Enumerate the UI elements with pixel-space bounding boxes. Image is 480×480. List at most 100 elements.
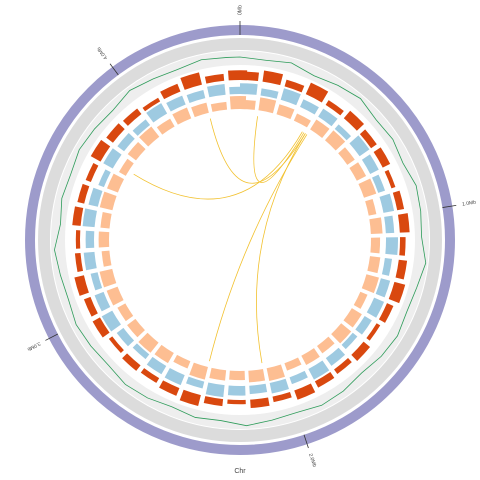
track-bar bbox=[74, 252, 84, 272]
track-bar bbox=[108, 336, 124, 353]
link bbox=[253, 116, 305, 183]
track-bar bbox=[205, 382, 225, 398]
track-bar bbox=[341, 332, 358, 350]
track-bar bbox=[173, 354, 191, 369]
track-bar bbox=[166, 95, 186, 112]
track-bar bbox=[316, 336, 335, 354]
track-bar bbox=[88, 187, 103, 207]
track-bar bbox=[132, 343, 150, 360]
track-bar bbox=[118, 158, 134, 176]
track-bar bbox=[343, 110, 365, 131]
track-bar bbox=[365, 198, 377, 216]
track-bar bbox=[388, 281, 406, 304]
track-bar bbox=[250, 397, 270, 409]
track-bar bbox=[272, 391, 292, 403]
track-bar bbox=[361, 154, 379, 174]
track-bar bbox=[90, 139, 111, 162]
track-bar bbox=[248, 368, 266, 383]
track-bar bbox=[99, 268, 117, 288]
track-bar bbox=[159, 380, 180, 396]
track-bar bbox=[101, 310, 121, 332]
track-bar bbox=[189, 362, 208, 380]
track-bar bbox=[314, 372, 335, 388]
track-bar bbox=[116, 327, 135, 347]
track-bar bbox=[262, 70, 284, 86]
track-bar bbox=[85, 163, 99, 183]
track-bar bbox=[280, 88, 301, 106]
track-bar bbox=[94, 291, 111, 312]
link bbox=[256, 133, 306, 364]
track-bar bbox=[392, 190, 405, 211]
track-bar bbox=[276, 104, 295, 120]
track-bar bbox=[367, 256, 381, 274]
track-bar bbox=[138, 332, 159, 353]
track-bar bbox=[164, 368, 185, 386]
track-bar bbox=[140, 368, 160, 383]
gray-band bbox=[38, 38, 442, 442]
track-bar bbox=[375, 278, 391, 298]
track-bar bbox=[106, 173, 125, 193]
track-bar bbox=[325, 347, 346, 366]
light-band bbox=[51, 51, 429, 429]
track-bar bbox=[353, 291, 368, 309]
track-bar bbox=[293, 113, 311, 128]
x-tick bbox=[109, 63, 119, 76]
track-bar bbox=[229, 86, 247, 95]
track-bar bbox=[204, 73, 225, 84]
x-tick-label: 3.0Mb bbox=[26, 340, 41, 352]
track-bar bbox=[366, 297, 385, 318]
track-bar bbox=[334, 358, 352, 374]
track-bar bbox=[397, 213, 410, 233]
track-bar bbox=[75, 230, 81, 249]
track-bar bbox=[266, 364, 285, 381]
track-bar bbox=[139, 126, 160, 147]
track-bar bbox=[82, 208, 97, 228]
track-bar bbox=[77, 183, 90, 204]
x-tick-label: 0Mb bbox=[237, 5, 243, 15]
track-bar bbox=[370, 237, 381, 254]
track-bar bbox=[180, 72, 202, 90]
track-bar bbox=[132, 119, 151, 136]
track-bar bbox=[203, 396, 224, 407]
track-bar bbox=[310, 119, 330, 138]
track-bar bbox=[331, 323, 352, 344]
link bbox=[133, 131, 303, 200]
track-bar bbox=[101, 250, 112, 267]
link bbox=[209, 134, 308, 362]
track-bar bbox=[343, 308, 362, 328]
track-bar bbox=[294, 383, 316, 400]
track-bar bbox=[378, 303, 394, 323]
track-bar bbox=[98, 231, 110, 248]
track-bar bbox=[156, 118, 175, 135]
track-bar bbox=[361, 274, 379, 294]
track-bar bbox=[227, 385, 246, 396]
track-bar bbox=[349, 135, 370, 157]
track-bar bbox=[117, 132, 135, 152]
link bbox=[209, 118, 306, 184]
track-bar bbox=[338, 147, 355, 165]
track-bar bbox=[349, 162, 367, 181]
track-bar bbox=[209, 367, 227, 381]
track-bar bbox=[249, 383, 268, 395]
track-bar bbox=[74, 275, 89, 296]
track-bar bbox=[355, 315, 372, 335]
track-bar bbox=[172, 107, 192, 125]
track-bar bbox=[366, 323, 381, 341]
track-bar bbox=[122, 353, 141, 371]
x-tick-label: 4.0Mb bbox=[96, 46, 109, 61]
track-bar bbox=[384, 215, 395, 234]
track-bar bbox=[351, 341, 371, 361]
track-bar bbox=[160, 83, 181, 100]
track-bar bbox=[106, 123, 125, 143]
x-tick-label: 2.0Mb bbox=[307, 453, 317, 468]
track-bar bbox=[289, 370, 308, 385]
track-bar bbox=[318, 108, 338, 127]
track-bar bbox=[117, 303, 134, 322]
track-bar bbox=[191, 102, 209, 118]
track-bar bbox=[154, 344, 174, 364]
track-bar bbox=[103, 148, 122, 169]
track-bar bbox=[305, 82, 329, 103]
track-bar bbox=[308, 360, 330, 380]
track-bar bbox=[300, 99, 319, 115]
track-bar bbox=[325, 100, 344, 116]
